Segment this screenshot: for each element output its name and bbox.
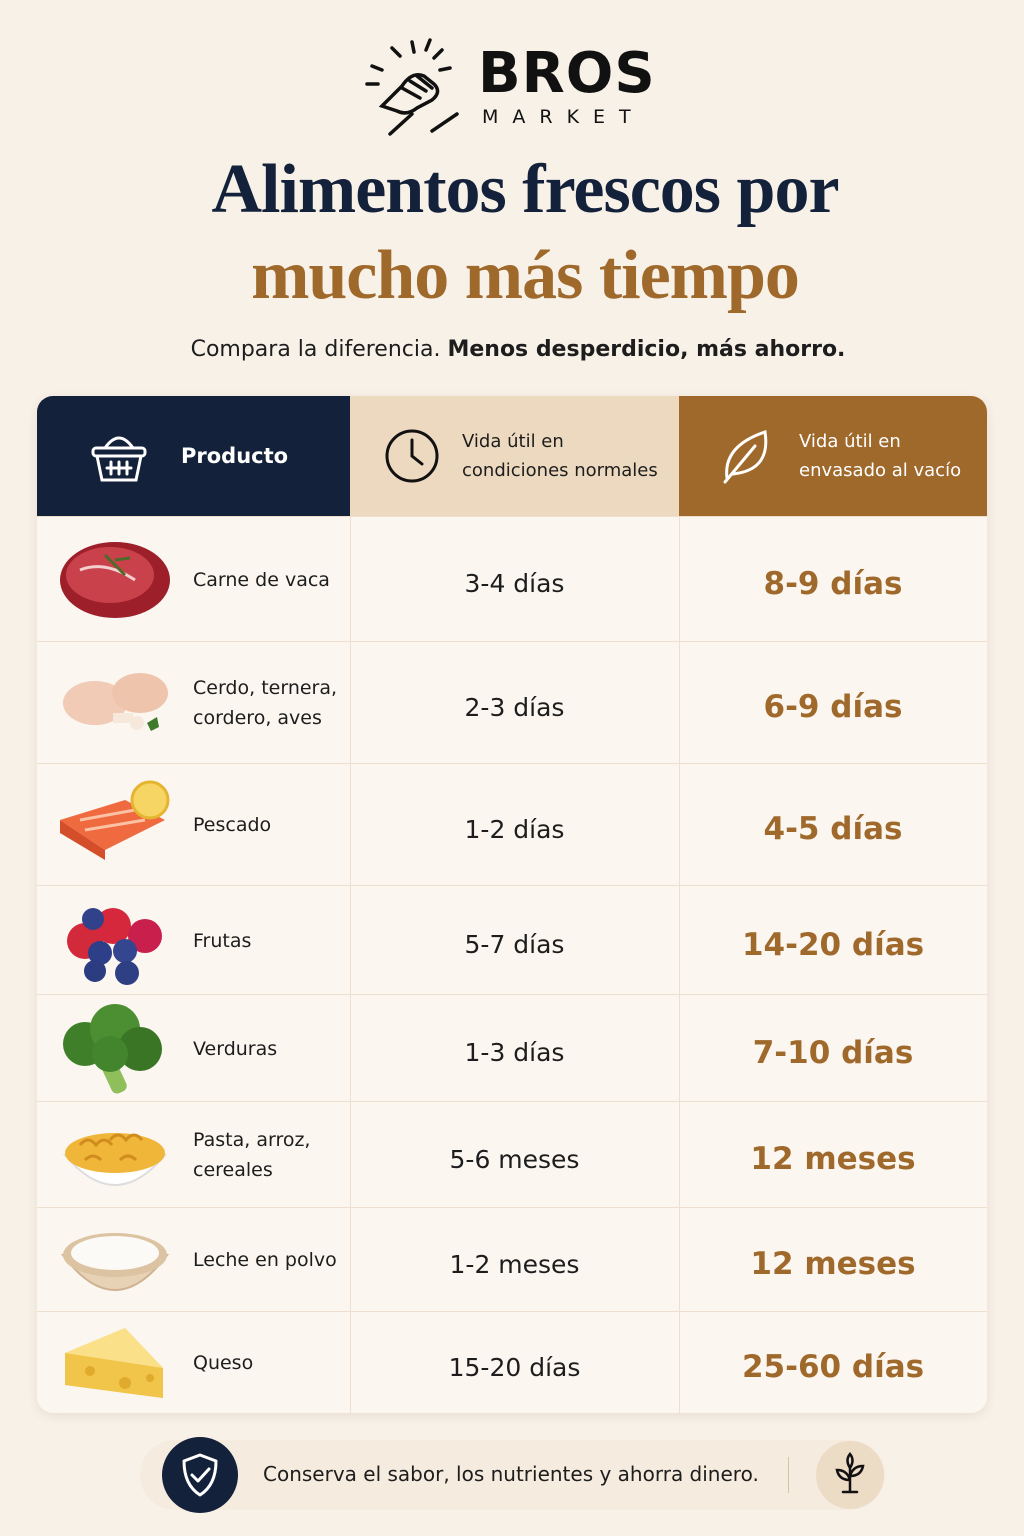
comparison-table: Producto Vida útil en condiciones normal… — [37, 396, 987, 1413]
normal-cell: 1-2 meses — [350, 1208, 679, 1312]
normal-shelf-life: 2-3 días — [464, 692, 565, 722]
normal-cell: 5-7 días — [350, 886, 679, 995]
leaf-icon — [723, 430, 768, 484]
normal-shelf-life: 15-20 días — [448, 1352, 581, 1382]
normal-cell: 5-6 meses — [350, 1102, 679, 1208]
vacuum-cell: 12 meses — [679, 1208, 987, 1312]
table-row: Queso 15-20 días 25-60 días — [37, 1311, 987, 1413]
subtitle-bold: Menos desperdicio, más ahorro. — [447, 337, 846, 362]
normal-shelf-life: 5-6 meses — [449, 1144, 580, 1174]
vacuum-cell: 8-9 días — [679, 517, 987, 642]
product-cell: Carne de vaca — [37, 517, 350, 642]
brand-tagline: MARKET — [482, 106, 645, 128]
product-cell: Verduras — [37, 995, 350, 1102]
product-image — [65, 1328, 163, 1398]
product-name: Pescado — [193, 814, 272, 836]
product-name: Cerdo, ternera, cordero, aves — [193, 677, 338, 729]
column-header: Vida útil en envasado al vacío — [799, 431, 962, 481]
product-image — [63, 1003, 162, 1094]
product-image — [67, 907, 162, 985]
normal-shelf-life: 3-4 días — [464, 569, 565, 598]
product-cell: Queso — [37, 1312, 350, 1413]
footer-text: Conserva el sabor, los nutrientes y ahor… — [263, 1462, 759, 1486]
title-line2: mucho más tiempo — [251, 237, 800, 314]
normal-shelf-life: 1-3 días — [464, 1038, 565, 1067]
header-product: Producto — [37, 396, 350, 516]
vacuum-cell: 14-20 días — [679, 886, 987, 995]
product-name: Leche en polvo — [193, 1249, 337, 1271]
vacuum-cell: 7-10 días — [679, 995, 987, 1102]
divider — [788, 1457, 789, 1493]
column-header: Vida útil en condiciones normales — [462, 431, 658, 481]
shield-icon — [162, 1437, 238, 1513]
normal-shelf-life: 5-7 días — [464, 930, 565, 959]
table-row: Cerdo, ternera, cordero, aves 2-3 días 6-9… — [37, 641, 987, 764]
normal-shelf-life: 1-2 meses — [449, 1249, 580, 1279]
table-row: Leche en polvo 1-2 meses 12 meses — [37, 1207, 987, 1312]
header-normal: Vida útil en condiciones normales — [350, 396, 679, 516]
product-cell: Pescado — [37, 764, 350, 886]
product-name: Carne de vaca — [193, 568, 330, 591]
normal-cell: 2-3 días — [350, 642, 679, 764]
product-image — [62, 1133, 168, 1186]
subtitle: Compara la diferencia. Menos desperdicio… — [0, 337, 1024, 362]
product-name: Queso — [193, 1352, 254, 1374]
column-header: Producto — [181, 444, 289, 468]
vacuum-cell: 12 meses — [679, 1102, 987, 1208]
title-line1: Alimentos frescos por — [211, 151, 839, 228]
table-row: Carne de vaca 3-4 días 8-9 días — [37, 516, 987, 642]
product-image — [61, 1233, 169, 1291]
vacuum-shelf-life: 6-9 días — [763, 689, 903, 725]
normal-cell: 1-2 días — [350, 764, 679, 886]
table-row: Pasta, arroz, cereales 5-6 meses 12 meses — [37, 1101, 987, 1208]
logo-icon — [365, 38, 459, 136]
product-cell: Leche en polvo — [37, 1208, 350, 1312]
vacuum-shelf-life: 25-60 días — [741, 1349, 925, 1385]
plant-icon — [816, 1441, 884, 1509]
vacuum-shelf-life: 12 meses — [750, 1246, 916, 1282]
product-cell: Pasta, arroz, cereales — [37, 1102, 350, 1208]
normal-shelf-life: 1-2 días — [464, 814, 565, 844]
table-row: Frutas 5-7 días 14-20 días — [37, 885, 987, 995]
vacuum-shelf-life: 4-5 días — [763, 811, 903, 847]
subtitle-plain: Compara la diferencia. — [190, 337, 441, 362]
product-name: Pasta, arroz, cereales — [193, 1129, 311, 1181]
column-divider — [350, 516, 351, 1413]
table-row: Verduras 1-3 días 7-10 días — [37, 994, 987, 1102]
normal-cell: 3-4 días — [350, 517, 679, 642]
normal-cell: 1-3 días — [350, 995, 679, 1102]
column-divider — [679, 516, 680, 1413]
product-cell: Frutas — [37, 886, 350, 995]
vacuum-shelf-life: 8-9 días — [763, 565, 903, 602]
product-image — [60, 780, 170, 860]
footer-banner: Conserva el sabor, los nutrientes y ahor… — [140, 1437, 885, 1513]
product-cell: Cerdo, ternera, cordero, aves — [37, 642, 350, 764]
product-image — [60, 541, 170, 618]
vacuum-shelf-life: 14-20 días — [741, 926, 925, 963]
clock-icon — [385, 429, 439, 483]
table-row: Pescado 1-2 días 4-5 días — [37, 763, 987, 886]
product-image — [63, 673, 168, 731]
product-name: Frutas — [193, 929, 252, 952]
vacuum-cell: 4-5 días — [679, 764, 987, 886]
vacuum-cell: 6-9 días — [679, 642, 987, 764]
vacuum-shelf-life: 12 meses — [750, 1141, 916, 1177]
brand-name: BROS — [478, 41, 656, 106]
normal-cell: 15-20 días — [350, 1312, 679, 1413]
vacuum-cell: 25-60 días — [679, 1312, 987, 1413]
product-name: Verduras — [193, 1037, 278, 1060]
basket-icon — [91, 436, 147, 482]
header-vacuum: Vida útil en envasado al vacío — [679, 396, 987, 516]
vacuum-shelf-life: 7-10 días — [752, 1034, 914, 1071]
